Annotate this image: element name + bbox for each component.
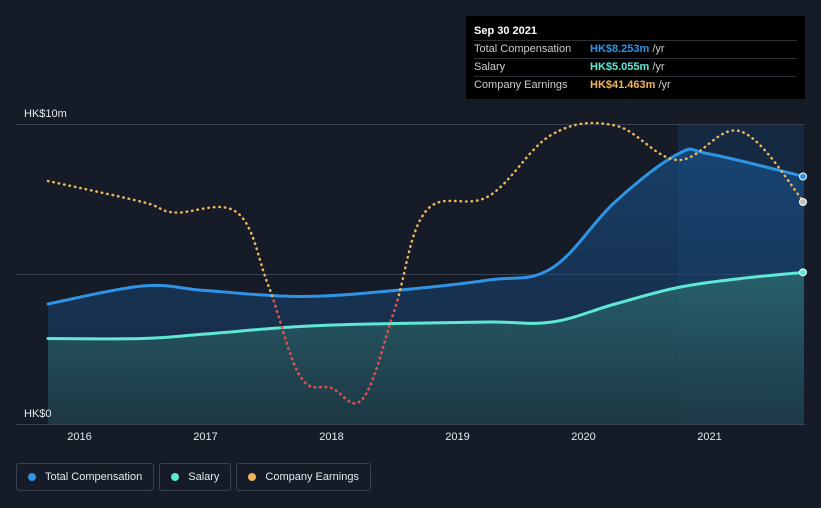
x-tick-label-2021: 2021 [697,431,721,443]
tooltip-label: Salary [474,61,506,73]
tooltip-unit: /yr [652,61,665,73]
x-axis-ticks: 2016 2017 2018 2019 2020 2021 [67,431,721,443]
tooltip-label: Total Compensation [474,43,572,55]
total-compensation-line [46,147,806,306]
tooltip-value: HK$5.055m [590,61,650,73]
tooltip-unit: /yr [652,43,665,55]
tooltip-row-company-earnings: Company Earnings HK$41.463m /yr [474,77,797,94]
legend-item-total-compensation[interactable]: Total Compensation [16,463,155,491]
legend-dot-icon [248,473,257,481]
total-compensation-end-marker [799,172,807,181]
x-tick-label-2019: 2019 [445,431,469,443]
salary-line [46,270,806,341]
salary-area [48,272,804,424]
x-tick-label-2018: 2018 [319,431,343,443]
tooltip-value: HK$41.463m [590,79,656,91]
company-earnings-line [46,121,806,405]
company-earnings-dip-path [271,298,400,405]
end-markers [799,172,807,277]
company-earnings-end-marker [799,198,807,206]
x-tick-label-2020: 2020 [571,431,595,443]
tooltip-date: Sep 30 2021 [474,23,797,41]
salary-end-marker [799,268,807,277]
y-tick-label-top: HK$10m [24,108,67,120]
legend-label: Total Compensation [45,471,143,483]
legend-label: Salary [188,471,220,483]
tooltip-row-salary: Salary HK$5.055m /yr [474,59,797,77]
legend: Total Compensation Salary Company Earnin… [16,463,371,491]
legend-item-salary[interactable]: Salary [159,463,232,491]
tooltip-label: Company Earnings [474,79,568,91]
tooltip: Sep 30 2021 Total Compensation HK$8.253m… [466,16,805,99]
tooltip-unit: /yr [658,79,671,91]
legend-dot-icon [171,473,180,481]
legend-dot-icon [28,473,36,481]
legend-item-company-earnings[interactable]: Company Earnings [236,463,371,491]
tooltip-value: HK$8.253m [590,43,650,55]
x-tick-label-2017: 2017 [193,431,217,443]
legend-label: Company Earnings [265,471,359,483]
y-tick-label-bottom: HK$0 [24,408,52,420]
tooltip-row-total-compensation: Total Compensation HK$8.253m /yr [474,41,797,59]
x-tick-label-2016: 2016 [67,431,91,443]
